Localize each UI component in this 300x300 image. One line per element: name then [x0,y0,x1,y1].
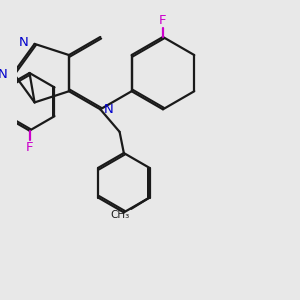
Text: CH₃: CH₃ [110,210,130,220]
Text: F: F [159,14,167,26]
Text: F: F [26,141,33,154]
Text: N: N [19,36,28,49]
Text: N: N [0,68,7,81]
Text: N: N [104,103,113,116]
